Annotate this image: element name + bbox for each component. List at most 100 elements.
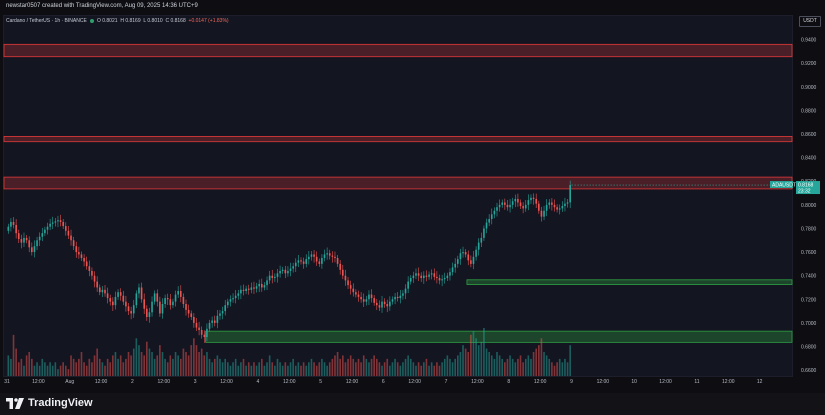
candle-body [64,226,67,231]
time-tick-label: 5 [319,379,322,385]
candle-body [279,270,281,274]
candle-body [543,210,545,217]
volume-bar [216,355,219,376]
volume-bar [331,358,334,376]
candle-body [127,306,130,312]
volume-bar [138,345,140,376]
volume-bar [80,352,83,376]
volume-bar [308,362,310,376]
candle-body [38,236,41,241]
time-tick-label: 10 [631,379,637,385]
price-tick-label: 0.8400 [801,156,817,162]
candle-body [347,280,349,286]
candle-body [425,275,428,277]
candle-body [232,298,234,300]
volume-bar [339,358,342,376]
volume-bar [268,355,271,376]
candle-body [383,301,386,304]
candle-body [17,233,20,240]
volume-bar [177,355,179,376]
candle-body [553,204,556,208]
symbol-name[interactable]: Cardano / TetherUS · 1h · BINANCE [6,18,87,24]
volume-bar [224,358,227,376]
candle-body [7,226,10,231]
candle-body [485,222,488,229]
candle-body [72,240,75,247]
volume-bar [315,365,318,376]
candle-body [472,256,475,264]
candle-body [501,202,504,205]
volume-bar [428,365,430,376]
volume-bar [130,355,132,376]
volume-bar [310,358,313,376]
price-tick-label: 0.8000 [801,203,817,209]
chart-pane[interactable] [3,15,793,377]
volume-bar [263,365,266,376]
candle-body [132,305,135,314]
candle-body [153,293,156,302]
volume-bar [305,365,308,376]
volume-bar [253,362,255,376]
volume-bar [297,362,300,376]
candle-body [36,240,38,247]
currency-label[interactable]: USDT [799,16,821,27]
time-tick-label: 4 [256,379,259,385]
volume-bar [271,362,274,376]
volume-bar [198,352,200,376]
volume-bar [258,362,260,376]
candle-body [483,228,485,238]
chart-canvas[interactable]: 0.94000.92000.90000.88000.86000.84000.82… [0,0,825,393]
volume-bar [140,352,143,376]
candle-body [122,295,125,302]
volume-bar [326,365,328,376]
candle-body [535,198,538,204]
volume-bar [83,362,85,376]
volume-bar [213,358,216,376]
candle-body [146,308,148,317]
time-tick-label: 12:00 [220,379,233,385]
volume-bar [25,355,28,376]
zones-layer [3,43,793,343]
volume-bar [412,362,415,376]
candle-body [31,247,33,253]
candle-body [169,299,172,306]
candle-body [143,299,146,309]
candle-body [389,301,391,307]
candle-body [159,301,161,314]
volume-bar [532,352,535,376]
candle-body [229,299,232,302]
candle-body [57,220,59,222]
volume-bar [292,358,294,376]
volume-bar [227,362,229,376]
volume-bar [355,362,357,376]
candle-body [467,254,470,261]
candle-body [266,280,268,286]
candle-body [138,287,140,294]
candle-body [33,246,36,253]
candle-body [174,294,177,302]
volume-bar [459,352,462,376]
candle-body [538,203,540,211]
candle-body [260,283,263,288]
price-tick-label: 0.9000 [801,85,817,91]
volume-bar [415,365,417,376]
volume-bar [112,355,114,376]
tradingview-logo[interactable]: TradingView [6,397,93,409]
volume-bar [106,358,109,376]
candle-body [470,260,472,264]
time-axis: 31 12:00 Aug 12:00 2 12:00 3 12:00 4 12:00 5 12:00 6… [4,379,762,385]
candle-body [213,320,216,323]
volume-bar [151,352,153,376]
time-tick-label: 7 [445,379,448,385]
candle-body [114,296,117,306]
volume-bar [179,358,182,376]
candle-body [462,252,464,254]
candle-body [119,292,122,296]
candle-body [436,276,438,279]
volume-bar [328,362,331,376]
volume-bar [383,362,386,376]
candle-body [106,293,109,299]
volume-bar [404,358,407,376]
volume-bar [284,362,287,376]
